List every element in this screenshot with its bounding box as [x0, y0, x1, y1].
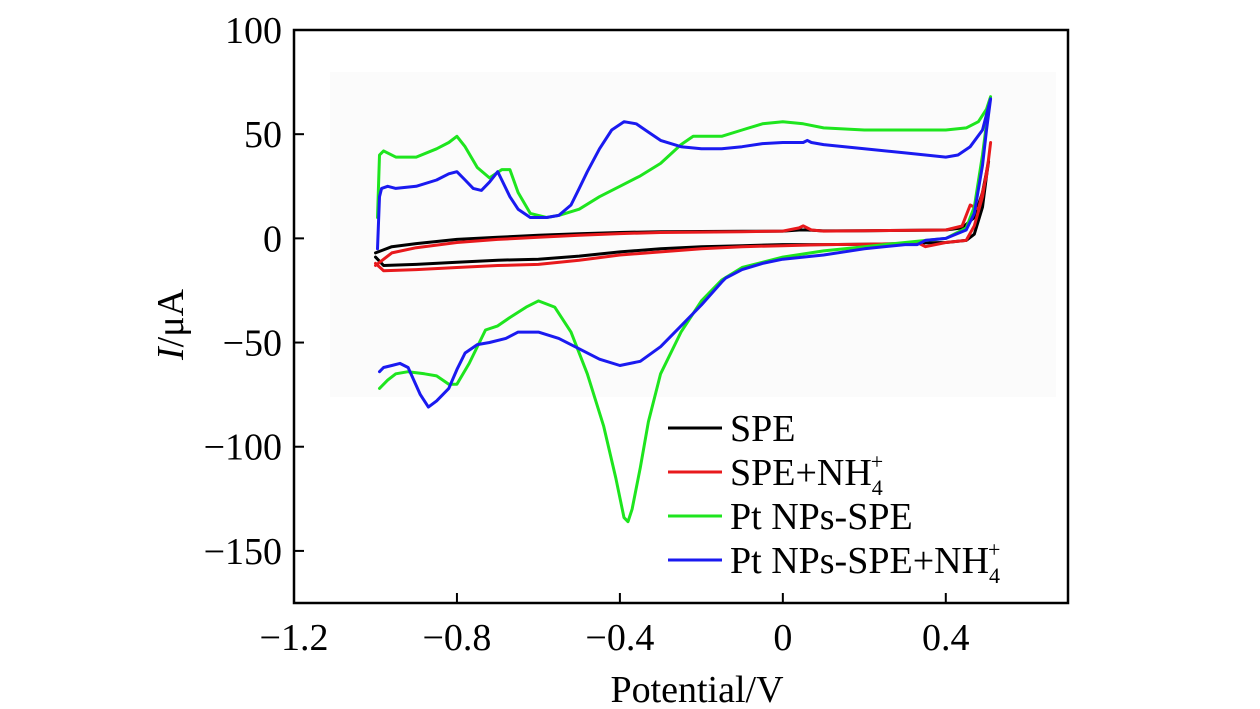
plot-background	[330, 72, 1056, 397]
y-tick-label: 100	[225, 10, 282, 52]
x-tick-label: 0	[773, 617, 792, 659]
series-line-2	[374, 141, 993, 273]
x-tick-label: −0.8	[422, 617, 491, 659]
y-axis-title-unit: /μA	[150, 288, 192, 347]
legend-label-main: Pt NPs-SPE+NH	[730, 540, 989, 582]
y-axis-title-symbol: I	[150, 345, 192, 361]
legend-label-main: SPE	[730, 408, 795, 450]
y-tick-label: −100	[204, 427, 282, 469]
x-tick-label: 0.4	[922, 617, 970, 659]
y-tick-label: −150	[204, 531, 282, 573]
legend-label-superscript: +	[871, 449, 883, 474]
legend-label-main: SPE+NH	[730, 452, 872, 494]
x-tick-label: −0.4	[585, 617, 654, 659]
legend-label-2: SPE+NH4+	[730, 449, 883, 500]
legend-label-subscript: 4	[872, 475, 883, 500]
plot-frame	[292, 28, 1070, 605]
legend-label-superscript: +	[988, 537, 1000, 562]
axis-ticks	[293, 29, 947, 603]
plot-shading	[330, 72, 1056, 397]
series-line-4	[376, 97, 993, 409]
y-axis-title: I/μA	[150, 288, 192, 361]
y-tick-label: −50	[223, 323, 282, 365]
x-axis-title: Potential/V	[610, 669, 784, 709]
tick-labels: −1.2 −0.8 −0.4 0 0.4 100 50 0 −50 −100 −150	[204, 10, 970, 659]
legend-label-4: Pt NPs-SPE+NH4+	[730, 537, 1000, 588]
y-tick-label: 0	[263, 218, 282, 260]
series-layer	[374, 95, 993, 524]
axes-box	[292, 28, 1070, 605]
legend-label-subscript: 4	[989, 563, 1000, 588]
legend-label-3: Pt NPs-SPE	[730, 496, 913, 538]
legend-label-main: Pt NPs-SPE	[730, 496, 913, 538]
x-tick-label: −1.2	[260, 617, 329, 659]
legend-label-1: SPE	[730, 408, 795, 450]
y-tick-label: 50	[244, 114, 282, 156]
